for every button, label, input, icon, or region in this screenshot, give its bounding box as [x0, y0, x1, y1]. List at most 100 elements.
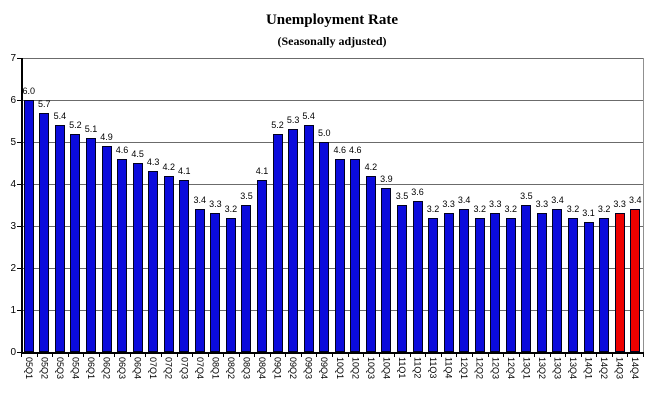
x-axis-tick: [471, 354, 473, 357]
bar-12Q1: [459, 209, 470, 352]
bar-10Q3: [365, 175, 376, 352]
bar-10Q1: [334, 158, 345, 352]
x-axis-label: 14Q3: [614, 357, 625, 380]
x-axis-tick: [176, 354, 178, 357]
y-axis-tick: [17, 100, 21, 101]
bar-value-label: 3.2: [224, 203, 238, 214]
x-axis-label: 08Q4: [257, 357, 268, 380]
y-axis-tick: [17, 268, 21, 269]
bar-value-label: 4.1: [255, 165, 269, 176]
x-axis-label: 09Q1: [272, 357, 283, 380]
x-axis-tick: [487, 354, 489, 357]
y-axis-tick: [17, 310, 21, 311]
x-axis-label: 09Q3: [303, 357, 314, 380]
x-axis-label: 12Q1: [459, 357, 470, 380]
y-axis-tick: [17, 58, 21, 59]
bar-05Q2: [39, 112, 50, 352]
bar-value-label: 3.5: [240, 191, 253, 201]
bar-06Q3: [117, 158, 128, 352]
x-axis-label: 07Q2: [163, 357, 174, 380]
bar-07Q4: [194, 209, 205, 352]
x-axis-label: 07Q3: [179, 357, 190, 380]
x-axis-tick: [223, 354, 225, 357]
x-axis-label: 06Q3: [117, 357, 128, 380]
bar-09Q2: [288, 129, 299, 352]
bar-value-label: 4.9: [100, 132, 113, 143]
bar-05Q1: [23, 100, 34, 352]
bar-value-label: 5.1: [84, 123, 98, 134]
x-axis-label: 13Q2: [536, 357, 547, 380]
x-axis-label: 11Q1: [396, 357, 407, 379]
gridline: [22, 268, 644, 269]
x-axis-tick: [363, 354, 365, 357]
bar-13Q2: [536, 213, 547, 352]
x-axis-tick: [83, 354, 85, 357]
x-axis-tick: [347, 354, 349, 357]
bar-value-label: 3.2: [426, 203, 440, 214]
bar-value-label: 3.5: [520, 191, 533, 201]
bar-value-label: 3.4: [457, 195, 471, 206]
y-axis-label: 0: [10, 347, 16, 358]
bar-value-label: 3.3: [535, 199, 549, 210]
x-axis-tick: [300, 354, 302, 357]
x-axis-label: 07Q4: [194, 357, 205, 380]
x-axis-label: 11Q2: [412, 357, 423, 379]
x-axis-tick: [565, 354, 567, 357]
bar-13Q4: [568, 217, 579, 352]
bar-06Q2: [101, 146, 112, 352]
x-axis-tick: [503, 354, 505, 357]
bar-08Q2: [225, 217, 236, 352]
x-axis-tick: [129, 354, 131, 357]
gridline: [22, 184, 644, 185]
bar-value-label: 4.2: [162, 161, 175, 172]
bar-10Q4: [381, 188, 392, 352]
x-axis-tick: [611, 354, 613, 357]
bar-14Q2: [599, 217, 610, 352]
bar-value-label: 3.3: [209, 199, 222, 210]
y-axis-label: 5: [10, 137, 16, 148]
x-axis-label: 09Q4: [319, 357, 330, 380]
x-axis-label: 14Q1: [583, 357, 594, 380]
x-axis-tick: [67, 354, 69, 357]
bar-value-label: 4.2: [364, 161, 378, 172]
bar-13Q3: [552, 209, 563, 352]
x-axis-label: 10Q4: [381, 357, 392, 380]
bar-value-label: 4.6: [333, 144, 347, 155]
bar-value-label: 3.5: [395, 191, 409, 201]
bar-value-label: 3.3: [442, 199, 455, 210]
plot-border-right: [643, 58, 644, 352]
x-axis-tick: [207, 354, 209, 357]
x-axis-label: 08Q3: [241, 357, 252, 380]
x-axis-tick: [269, 354, 271, 357]
bar-value-label: 3.4: [193, 195, 207, 206]
bar-value-label: 4.6: [349, 144, 362, 155]
bar-13Q1: [521, 205, 532, 352]
chart-subtitle: (Seasonally adjusted): [277, 34, 387, 48]
bar-05Q3: [54, 125, 65, 352]
bar-12Q4: [505, 217, 516, 352]
x-axis-tick: [409, 354, 411, 357]
y-axis-tick: [17, 352, 21, 353]
bar-value-label: 5.0: [317, 128, 331, 138]
x-axis-label: 10Q3: [365, 357, 376, 380]
x-axis-label: 05Q1: [23, 357, 34, 380]
x-axis-tick: [21, 354, 22, 357]
x-axis-tick: [456, 354, 458, 357]
gridline: [22, 58, 644, 59]
bar-value-label: 4.6: [115, 144, 129, 155]
x-axis-tick: [145, 354, 147, 357]
bar-value-label: 3.3: [489, 199, 502, 210]
x-axis-tick: [316, 354, 318, 357]
x-axis-label: 06Q2: [101, 357, 112, 380]
x-axis-label: 13Q4: [568, 357, 579, 380]
x-axis-label: 10Q2: [350, 357, 361, 380]
x-axis-tick: [36, 354, 38, 357]
x-axis-label: 10Q1: [334, 357, 345, 380]
x-axis-tick: [378, 354, 380, 357]
bar-value-label: 3.6: [411, 186, 424, 197]
bar-07Q3: [179, 179, 190, 352]
bar-value-label: 5.3: [286, 115, 300, 126]
bar-14Q4: [630, 209, 641, 352]
y-axis-label: 1: [10, 305, 16, 316]
bar-14Q3: [614, 213, 625, 352]
